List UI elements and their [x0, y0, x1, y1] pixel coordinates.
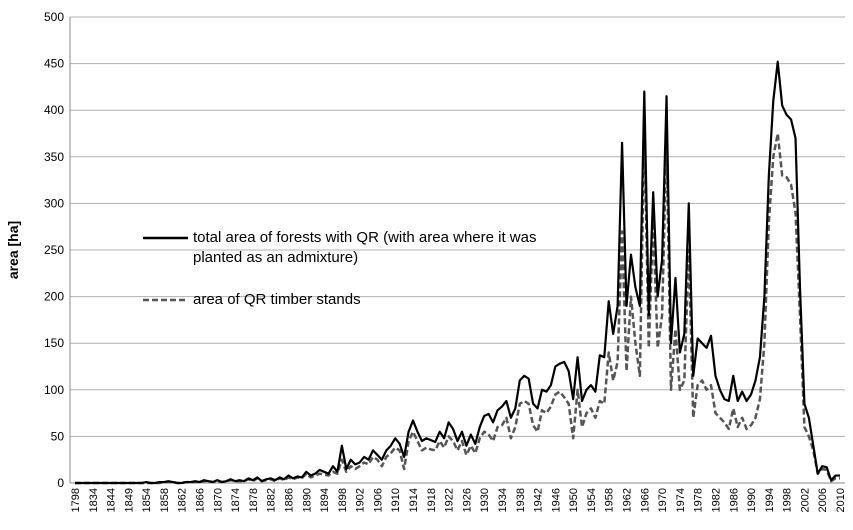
x-tick-label: 1998: [782, 488, 794, 512]
x-tick-label: 1858: [159, 488, 171, 512]
x-tick-label: 1874: [230, 488, 242, 512]
legend-label: area of QR timber stands: [193, 291, 361, 308]
x-tick-label: 1906: [372, 488, 384, 512]
x-tick-label: 1870: [212, 488, 224, 512]
x-tick-label: 1798: [70, 488, 82, 512]
x-tick-label: 1986: [728, 488, 740, 512]
x-tick-label: 1994: [764, 488, 776, 512]
x-tick-label: 1878: [248, 488, 260, 512]
y-axis-label: area [ha]: [5, 221, 21, 279]
x-tick-label: 1844: [106, 488, 118, 512]
x-tick-label: 2006: [817, 488, 829, 512]
series-line: [75, 60, 840, 485]
x-tick-label: 1962: [622, 488, 634, 512]
x-tick-label: 1914: [408, 488, 420, 512]
x-tick-label: 1982: [710, 488, 722, 512]
x-tick-label: 1910: [390, 488, 402, 512]
x-tick-label: 1926: [461, 488, 473, 512]
x-tick-label: 1894: [319, 488, 331, 512]
y-tick-label: 200: [44, 290, 64, 304]
x-tick-label: 1898: [337, 488, 349, 512]
x-tick-label: 2002: [799, 488, 811, 512]
y-tick-label: 0: [57, 476, 64, 490]
x-tick-label: 1834: [88, 488, 100, 512]
x-tick-label: 1918: [426, 488, 438, 512]
x-tick-label: 1890: [301, 488, 313, 512]
x-tick-label: 1922: [444, 488, 456, 512]
y-tick-label: 500: [44, 10, 64, 24]
y-tick-label: 50: [51, 429, 65, 443]
y-tick-label: 350: [44, 150, 64, 164]
x-tick-label: 1974: [675, 488, 687, 512]
y-tick-label: 250: [44, 243, 64, 257]
y-tick-label: 300: [44, 196, 64, 210]
x-tick-label: 1862: [177, 488, 189, 512]
x-tick-label: 1946: [550, 488, 562, 512]
y-tick-label: 450: [44, 57, 64, 71]
x-tick-label: 1970: [657, 488, 669, 512]
x-tick-label: 1958: [604, 488, 616, 512]
x-tick-label: 1942: [533, 488, 545, 512]
legend-label: total area of forests with QR (with area…: [193, 229, 537, 266]
x-tick-label: 2010: [835, 488, 847, 512]
x-tick-label: 1934: [497, 488, 509, 512]
series-line: [75, 127, 840, 485]
y-tick-label: 100: [44, 383, 64, 397]
x-tick-label: 1902: [355, 488, 367, 512]
x-tick-label: 1882: [266, 488, 278, 512]
x-tick-label: 1950: [568, 488, 580, 512]
x-tick-label: 1978: [693, 488, 705, 512]
y-tick-label: 400: [44, 103, 64, 117]
x-tick-label: 1938: [515, 488, 527, 512]
x-tick-label: 1886: [283, 488, 295, 512]
x-tick-label: 1990: [746, 488, 758, 512]
x-tick-label: 1854: [141, 488, 153, 512]
x-tick-label: 1954: [586, 488, 598, 512]
y-tick-label: 150: [44, 336, 64, 350]
x-tick-label: 1849: [123, 488, 135, 512]
x-tick-label: 1930: [479, 488, 491, 512]
x-tick-label: 1966: [639, 488, 651, 512]
x-tick-label: 1866: [195, 488, 207, 512]
